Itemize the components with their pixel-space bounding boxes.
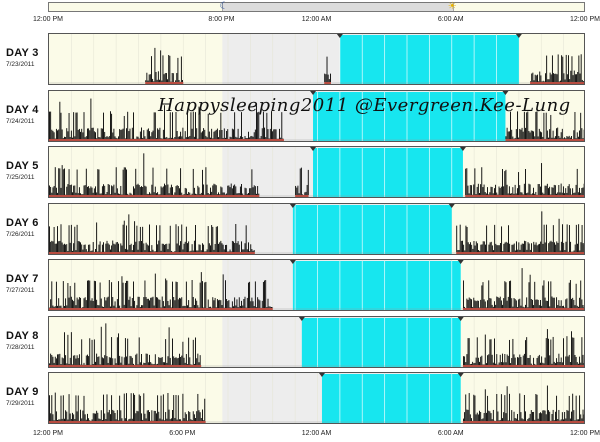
moon-icon: ☾ xyxy=(219,1,229,12)
sleep-start-marker xyxy=(310,90,317,95)
bottom-tick-label: 12:00 PM xyxy=(33,430,63,437)
sleep-start-marker xyxy=(289,203,296,208)
sleep-start-marker xyxy=(298,316,305,321)
day-date: 7/27/2011 xyxy=(6,287,35,294)
day-plot xyxy=(48,202,585,255)
day-label: DAY 5 xyxy=(6,160,39,172)
day-date: 7/23/2011 xyxy=(6,61,35,68)
sleep-band xyxy=(321,374,461,423)
day-label: DAY 7 xyxy=(6,273,39,285)
day-plot-svg xyxy=(49,34,584,84)
day-label: DAY 9 xyxy=(6,386,39,398)
sleep-band xyxy=(313,91,506,141)
day-plot-svg xyxy=(49,316,584,367)
bottom-tick-label: 12:00 PM xyxy=(570,430,600,437)
top-tick-label: 12:00 PM xyxy=(33,16,63,23)
sleep-end-marker xyxy=(502,90,509,95)
day-date: 7/28/2011 xyxy=(6,343,35,351)
sleep-end-marker xyxy=(457,316,464,321)
day-plot-svg xyxy=(49,260,584,310)
bottom-tick-label: 6:00 PM xyxy=(169,430,196,437)
day-plot xyxy=(48,315,585,368)
sleep-end-marker xyxy=(459,147,466,151)
day-row: DAY 5 7/25/2011 xyxy=(0,146,600,198)
day-plot xyxy=(48,89,585,142)
day-row: DAY 9 7/29/2011 xyxy=(0,372,600,424)
day-plot xyxy=(48,259,585,311)
top-tick-label: 12:00 AM xyxy=(301,16,332,23)
day-plot-svg xyxy=(49,90,584,141)
sleep-start-marker xyxy=(310,147,317,151)
top-tick-label: 6:00 AM xyxy=(437,16,464,23)
day-date: 7/29/2011 xyxy=(6,400,35,407)
day-plot-svg xyxy=(49,203,584,254)
day-row: DAY 6 7/26/2011 xyxy=(0,202,600,255)
top-time-scale: ☾ ☀ 12:00 PM 8:00 PM 12:00 AM 6:00 AM 12:00 … xyxy=(0,0,600,30)
day-plot xyxy=(48,146,585,198)
day-label: DAY 6 xyxy=(6,216,39,229)
day-label: DAY 8 xyxy=(6,329,39,342)
top-tick-label: 8:00 PM xyxy=(208,16,235,23)
sleep-band xyxy=(301,317,461,367)
sleep-end-marker xyxy=(457,373,464,377)
day-row: DAY 4 7/24/2011 xyxy=(0,89,600,142)
sun-icon: ☀ xyxy=(447,1,457,12)
sleep-band xyxy=(292,204,452,254)
day-plot xyxy=(48,372,585,424)
sleep-start-marker xyxy=(289,260,296,264)
bottom-time-axis: 12:00 PM 6:00 PM 12:00 AM 6:00 AM 12:00 PM xyxy=(0,429,600,442)
sleep-end-marker xyxy=(448,203,455,208)
day-label: DAY 4 xyxy=(6,103,39,116)
sleep-band xyxy=(292,261,461,310)
day-plot-svg xyxy=(49,147,584,197)
day-date: 7/25/2011 xyxy=(6,174,35,181)
sleep-start-marker xyxy=(318,373,325,377)
day-plot-svg xyxy=(49,373,584,423)
sleep-start-marker xyxy=(336,34,343,38)
day-label: DAY 3 xyxy=(6,47,39,59)
bottom-tick-label: 6:00 AM xyxy=(437,430,464,437)
day-row: DAY 7 7/27/2011 xyxy=(0,259,600,311)
watermark-text: Happysleeping2011 @Evergreen.Kee-Lung xyxy=(158,95,571,116)
day-date: 7/26/2011 xyxy=(6,230,35,238)
top-tick-label: 12:00 PM xyxy=(570,16,600,23)
day-row: DAY 8 7/28/2011 xyxy=(0,315,600,368)
sleep-end-marker xyxy=(457,260,464,264)
sleep-band xyxy=(313,148,463,197)
day-date: 7/24/2011 xyxy=(6,117,35,125)
night-span xyxy=(222,3,454,11)
day-night-bar: ☾ ☀ xyxy=(48,2,585,12)
day-plot xyxy=(48,33,585,85)
bottom-tick-label: 12:00 AM xyxy=(301,430,332,437)
sleep-end-marker xyxy=(515,34,522,38)
day-row: DAY 3 7/23/2011 xyxy=(0,33,600,85)
